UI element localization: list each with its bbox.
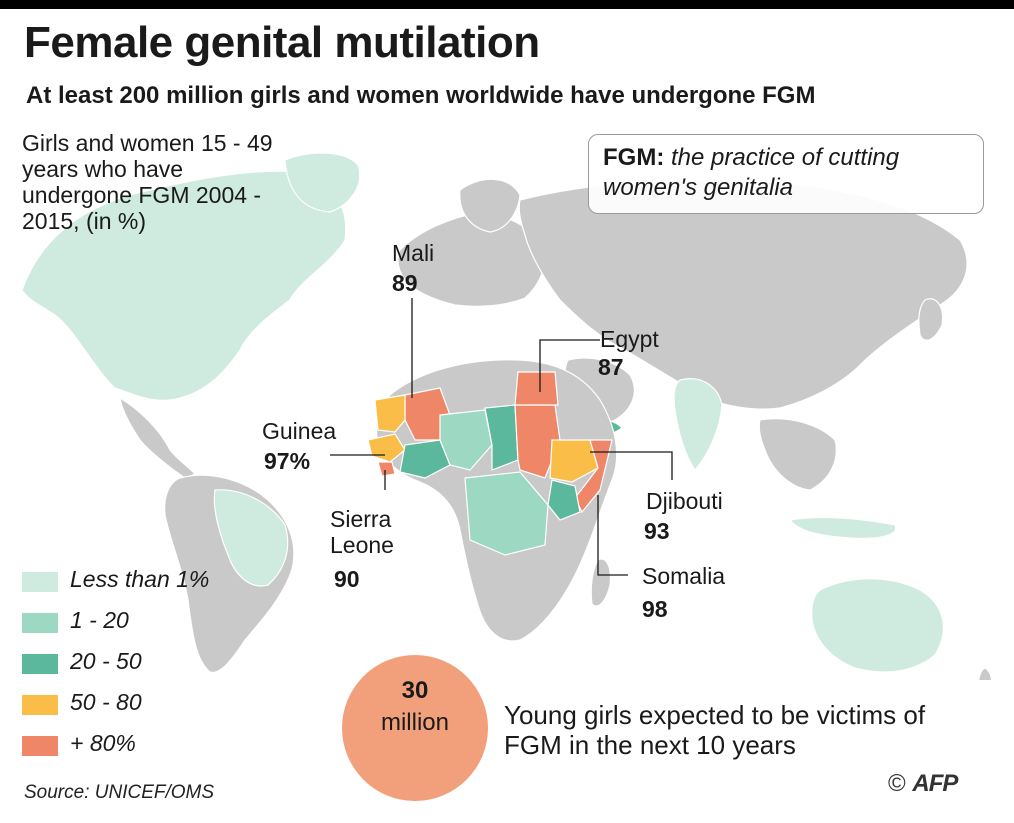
page-title: Female genital mutilation (24, 18, 540, 67)
country-value-egypt: 87 (598, 354, 624, 380)
mauritania-region (374, 394, 406, 433)
country-label-somalia: Somalia (642, 563, 726, 589)
southeast-asia-landmass (758, 418, 837, 491)
source-note: Source: UNICEF/OMS (24, 782, 215, 803)
legend-label: 50 - 80 (70, 689, 142, 715)
new-zealand-islands (978, 667, 993, 680)
country-value-sierra-leone: 90 (334, 566, 360, 592)
japan-islands (918, 298, 944, 341)
country-label-sierra-leone: Sierra Leone (330, 506, 394, 558)
legend-swatch (22, 613, 58, 633)
callout-text: Young girls expected to be victims of FG… (504, 700, 926, 760)
definition-box: FGM: the practice of cutting women's gen… (588, 134, 984, 214)
somalia-leader-line (597, 495, 628, 576)
brazil-region (213, 489, 289, 587)
country-label-djibouti: Djibouti (646, 488, 723, 514)
west-africa-region (399, 439, 451, 479)
legend-item-less-than-1: Less than 1% (22, 566, 282, 596)
north-america-landmass (21, 170, 347, 401)
page-subtitle: At least 200 million girls and women wor… (26, 82, 816, 109)
somalia-region (574, 439, 613, 514)
scandinavia-landmass (459, 178, 521, 233)
callout-unit: million (380, 709, 449, 736)
legend-item-over-80: + 80% (22, 730, 282, 760)
sierra-leone-region (377, 461, 396, 477)
madagascar-landmass (590, 558, 611, 607)
definition-term: FGM: (603, 144, 665, 171)
country-label-egypt: Egypt (600, 326, 659, 352)
legend-item-20-50: 20 - 50 (22, 648, 282, 678)
legend-label: 1 - 20 (70, 607, 129, 633)
ethiopia-region (549, 439, 599, 483)
egypt-region (514, 371, 559, 406)
legend-title: Girls and women 15 - 49 years who have u… (22, 130, 273, 234)
australia-landmass (811, 578, 944, 673)
agency-logo: AFP (912, 770, 958, 797)
country-label-mali: Mali (392, 240, 435, 266)
central-america-landmass (119, 396, 196, 479)
country-label-guinea: Guinea (262, 418, 337, 444)
central-africa-region (464, 471, 549, 556)
agency-credit: © AFP (888, 770, 958, 798)
legend-swatch (22, 654, 58, 674)
legend-swatch (22, 695, 58, 715)
country-value-djibouti: 93 (644, 518, 670, 544)
legend-label: Less than 1% (70, 566, 210, 592)
egypt-leader-line (539, 339, 600, 392)
legend-label: + 80% (70, 730, 136, 756)
indonesia-islands (788, 516, 897, 540)
greenland-landmass (284, 152, 361, 213)
kenya-region (547, 479, 581, 521)
top-bar (0, 0, 1014, 9)
djibouti-leader-line (590, 451, 673, 480)
legend-item-50-80: 50 - 80 (22, 689, 282, 719)
copyright-symbol: © (888, 770, 906, 797)
legend-swatch (22, 736, 58, 756)
legend-swatch (22, 572, 58, 592)
chad-region (484, 404, 519, 471)
country-value-mali: 89 (392, 270, 418, 296)
world-map (21, 152, 993, 680)
india-region (673, 378, 723, 471)
definition-text: the practice of cutting women's genitali… (603, 144, 900, 201)
legend-label: 20 - 50 (70, 648, 142, 674)
country-value-somalia: 98 (642, 596, 668, 622)
callout-number: 30 (401, 677, 429, 704)
country-value-guinea: 97% (264, 448, 311, 474)
legend-item-1-20: 1 - 20 (22, 607, 282, 637)
callout-bubble: 30 million (342, 655, 488, 801)
